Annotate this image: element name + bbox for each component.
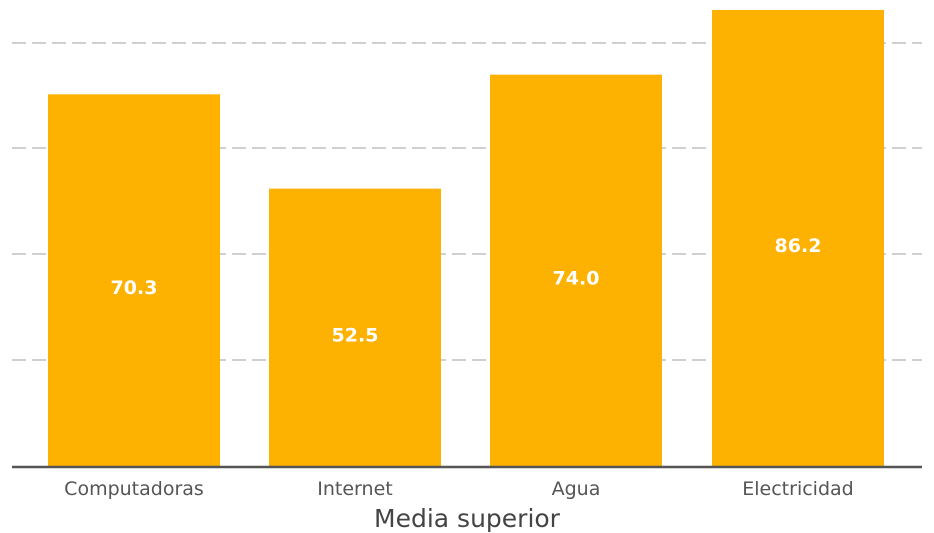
category-labels: Computadoras Internet Agua Electricidad [64, 478, 854, 500]
bar-computadoras [48, 94, 220, 467]
value-label-internet: 52.5 [332, 324, 379, 346]
bar-agua [490, 74, 662, 468]
bars [48, 10, 884, 468]
value-labels: 70.3 52.5 74.0 86.2 [111, 235, 822, 346]
category-label-electricidad: Electricidad [742, 478, 853, 500]
x-axis-title: Media superior [374, 504, 561, 533]
bar-electricidad [712, 10, 884, 467]
value-label-computadoras: 70.3 [111, 277, 158, 299]
bar-internet [269, 188, 441, 467]
category-label-internet: Internet [317, 478, 392, 500]
category-label-computadoras: Computadoras [64, 478, 204, 500]
value-label-electricidad: 86.2 [775, 235, 822, 257]
value-label-agua: 74.0 [553, 267, 600, 289]
category-label-agua: Agua [552, 478, 601, 500]
